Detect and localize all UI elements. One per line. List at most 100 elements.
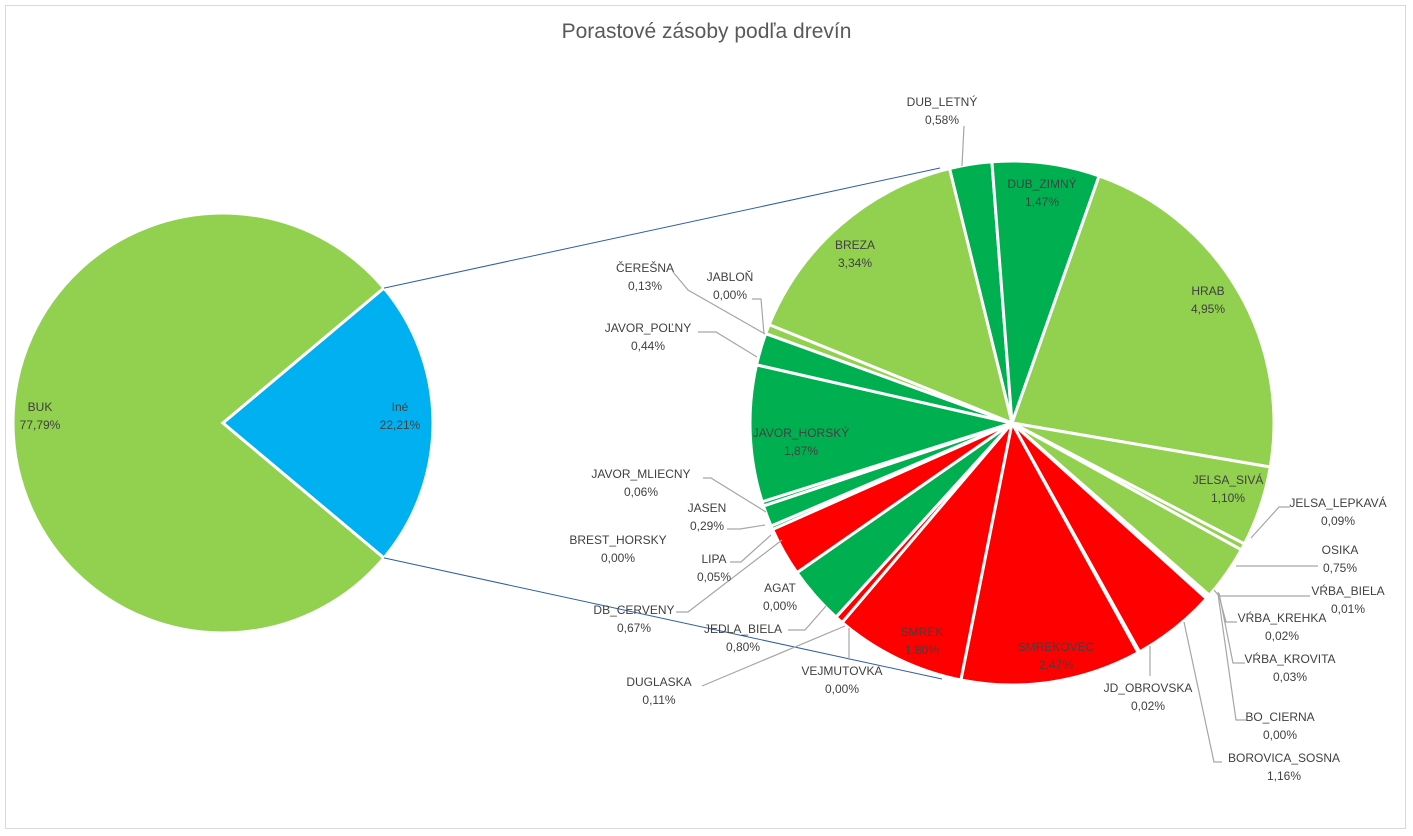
data-label-vrba-krovita: VŔBA_KROVITA 0,03% [1244,651,1335,684]
data-label-name: JAVOR_HORSKÝ [753,425,849,440]
data-label-smrekovec: SMREKOVEC 2,47% [1018,640,1095,672]
data-label-name: SMREKOVEC [1018,640,1095,654]
data-label-name: JASEN [688,501,727,515]
data-label-vejmutovka: VEJMUTOVKA 0,00% [801,664,882,696]
data-label-name: JD_OBROVSKA [1104,681,1193,695]
data-label-jedla-biela: JEDLA_BIELA 0,80% [704,622,782,654]
data-label-name: BOROVICA_SOSNA [1228,751,1340,765]
data-label-name: DB_CERVENY [593,603,674,617]
data-label-name: VEJMUTOVKA [801,664,882,678]
data-label-name: Iné [392,400,409,414]
data-label-value: 1,80% [905,643,939,657]
data-label-value: 0,02% [1131,699,1165,713]
leader-line-vrba-biela [1213,589,1310,597]
data-label-name: JABLOŇ [707,269,754,284]
data-label-value: 0,09% [1321,514,1355,528]
data-label-brest-horsky: BREST_HORSKY 0,00% [569,533,666,565]
pie-slice-ine [220,285,435,561]
data-label-value: 0,58% [925,113,959,127]
data-label-name: BREZA [835,238,875,252]
data-label-name: JEDLA_BIELA [704,622,782,636]
data-label-name: SMREK [901,625,944,639]
data-label-jelsa-siva: JELSA_SIVÁ 1,10% [1193,472,1264,505]
data-label-value: 2,47% [1039,658,1073,672]
pie-slice-dub-zimny [990,159,1102,424]
pie-slice-hrab [1009,174,1276,469]
data-label-value: 4,95% [1191,302,1225,316]
data-label-value: 0,13% [628,279,662,293]
leader-line-vrba-krovita [1218,592,1245,664]
leader-line-jedla-biela [788,605,827,631]
data-label-value: 0,80% [726,640,760,654]
connector-line-top [383,167,941,289]
pie-slice-breza [767,166,1015,426]
data-label-javor-mliecny: JAVOR_MLIECNY 0,06% [591,467,690,499]
data-label-value: 0,06% [624,485,658,499]
data-label-db-cerveny: DB_CERVENY 0,67% [593,603,674,635]
data-label-name: JAVOR_POĽNY [605,321,691,335]
data-label-osika: OSIKA 0,75% [1322,543,1359,575]
data-label-value: 0,02% [1265,629,1299,643]
data-label-value: 0,00% [713,288,747,302]
leader-line-lipa [730,534,772,563]
data-label-name: AGAT [764,581,796,595]
data-label-agat: AGAT 0,00% [763,581,797,613]
data-label-vrba-krehka: VŔBA_KREHKA 0,02% [1238,610,1327,643]
data-label-name: BO_CIERNA [1245,710,1314,724]
data-label-value: 22,21% [380,418,421,432]
data-label-value: 0,01% [1331,602,1365,616]
data-label-dub-zimny: DUB_ZIMNÝ 1,47% [1007,176,1076,209]
chart-title: Porastové zásoby podľa drevín [561,20,852,43]
data-label-jd-obrovska: JD_OBROVSKA 0,02% [1104,681,1193,713]
data-label-value: 0,11% [642,693,675,707]
data-label-breza: BREZA 3,34% [835,238,875,270]
data-label-value: 1,16% [1267,769,1301,783]
data-label-name: JELSA_SIVÁ [1193,472,1264,487]
data-label-buk: BUK 77,79% [20,400,61,432]
data-label-value: 0,44% [631,339,665,353]
data-label-name: OSIKA [1322,543,1359,557]
data-label-name: JAVOR_MLIECNY [591,467,690,481]
data-label-value: 0,67% [617,621,651,635]
data-label-value: 3,34% [838,256,872,270]
data-label-value: 0,00% [601,551,635,565]
data-label-name: VŔBA_KREHKA [1238,610,1327,625]
data-label-javor-horsky: JAVOR_HORSKÝ 1,87% [753,425,849,458]
leader-line-db-cerveny [676,539,783,613]
data-label-name: VŔBA_BIELA [1311,583,1384,598]
data-label-value: 77,79% [20,418,61,432]
leader-line-jelsa-lepkava [1250,506,1290,539]
leader-line-javor-mliecny [703,477,767,513]
pie-slice-smrekovec [959,418,1141,687]
data-label-value: 1,10% [1211,491,1245,505]
chart-frame [5,5,1406,829]
data-label-name: LIPA [701,552,726,566]
leader-line-ceresna [672,271,766,335]
data-label-name: DUB_ZIMNÝ [1007,176,1076,191]
leader-line-jasen [727,524,766,530]
data-label-jablon: JABLOŇ 0,00% [707,269,754,302]
data-label-ceresna: ČEREŠNA 0,13% [616,260,674,293]
pie-slice-smrek [840,417,1015,682]
leader-line-dub-letny [961,125,965,167]
data-label-value: 0,00% [1263,728,1297,742]
data-label-borovica-sosna: BOROVICA_SOSNA 1,16% [1228,751,1340,783]
leader-line-jablon [752,298,765,335]
data-label-name: HRAB [1191,284,1224,298]
data-label-name: DUGLASKA [626,675,691,689]
data-label-value: 1,47% [1025,195,1059,209]
data-label-value: 0,00% [825,682,859,696]
data-label-jelsa-lepkava: JELSA_LEPKAVÁ 0,09% [1289,495,1386,528]
data-label-value: 0,05% [697,570,731,584]
data-label-vrba-biela: VŔBA_BIELA 0,01% [1311,583,1384,616]
data-label-name: JELSA_LEPKAVÁ [1289,495,1386,510]
data-label-name: ČEREŠNA [616,260,674,275]
data-label-value: 0,75% [1323,561,1357,575]
data-label-value: 0,29% [690,519,724,533]
data-label-jasen: JASEN 0,29% [688,501,727,533]
data-label-value: 1,87% [784,444,818,458]
pie-slice-buk [11,211,387,635]
data-label-name: DUB_LETNÝ [907,94,978,109]
leader-line-duglaska [701,625,846,687]
